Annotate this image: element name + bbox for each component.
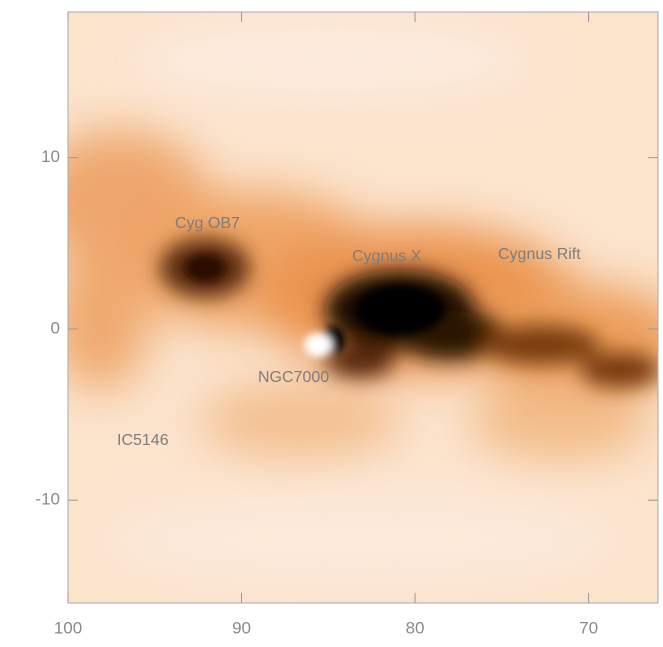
y-tick-label: -10 <box>35 490 60 509</box>
x-tick-label: 70 <box>579 618 598 637</box>
sky-image <box>30 12 663 603</box>
x-tick-label: 90 <box>232 618 251 637</box>
y-tick-label: 0 <box>51 318 60 337</box>
annotation: IC5146 <box>117 432 169 449</box>
chart: 100908070100-10Cyg OB7Cygnus XCygnus Rif… <box>0 0 663 642</box>
annotation: Cygnus X <box>352 248 422 265</box>
annotation: NGC7000 <box>258 369 329 386</box>
x-tick-label: 80 <box>406 618 425 637</box>
x-tick-label: 100 <box>54 618 82 637</box>
annotation: Cyg OB7 <box>175 215 240 232</box>
y-tick-label: 10 <box>41 147 60 166</box>
annotation: Cygnus Rift <box>498 246 581 263</box>
